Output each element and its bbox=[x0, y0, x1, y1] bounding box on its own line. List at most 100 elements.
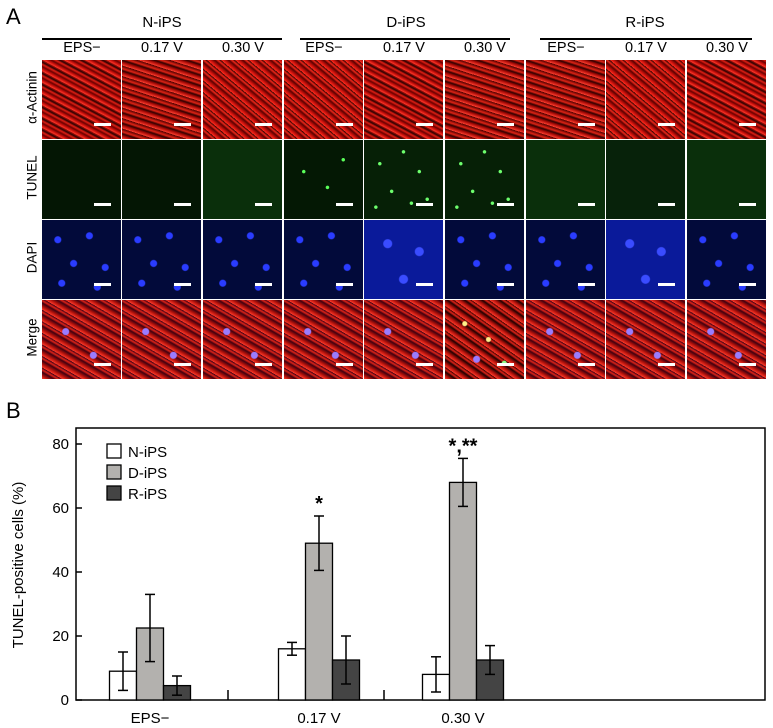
row-label-merge: Merge bbox=[24, 318, 40, 357]
micrograph-merge bbox=[122, 300, 201, 379]
significance-annotations: * *,** bbox=[315, 435, 478, 515]
micrograph-dapi bbox=[364, 220, 443, 299]
scale-bar bbox=[416, 203, 433, 206]
y-tick-label: 80 bbox=[52, 436, 69, 453]
scale-bar bbox=[94, 203, 111, 206]
scale-bar bbox=[497, 203, 514, 206]
y-tick-label: 20 bbox=[52, 628, 69, 645]
scale-bar bbox=[255, 283, 272, 286]
scale-bar bbox=[255, 123, 272, 126]
micrograph-merge bbox=[284, 300, 363, 379]
micrograph-dapi bbox=[687, 220, 766, 299]
bar-d-ips bbox=[448, 481, 478, 701]
group-line-r-ips bbox=[540, 38, 752, 40]
y-tick-label: 40 bbox=[52, 564, 69, 581]
micrograph-actinin bbox=[42, 60, 121, 139]
scale-bar bbox=[336, 363, 353, 366]
scale-bar bbox=[658, 203, 675, 206]
micrograph-dapi bbox=[284, 220, 363, 299]
scale-bar bbox=[174, 123, 191, 126]
row-label-actinin: α-Actinin bbox=[24, 71, 40, 124]
micrograph-actinin bbox=[526, 60, 605, 139]
legend-label: R-iPS bbox=[128, 486, 167, 503]
micrograph-actinin bbox=[122, 60, 201, 139]
bar-series bbox=[108, 481, 505, 701]
col-label: 0.17 V bbox=[383, 40, 425, 56]
scale-bar bbox=[578, 283, 595, 286]
scale-bar bbox=[94, 363, 111, 366]
scale-bar bbox=[336, 203, 353, 206]
scale-bar bbox=[578, 203, 595, 206]
x-axis-ticks: EPS− 0.17 V 0.30 V bbox=[131, 690, 485, 727]
panel-a-letter: A bbox=[6, 4, 21, 29]
scale-bar bbox=[497, 123, 514, 126]
col-label: 0.17 V bbox=[625, 40, 667, 56]
micrograph-actinin bbox=[445, 60, 524, 139]
micrograph-dapi bbox=[42, 220, 121, 299]
scale-bar bbox=[94, 123, 111, 126]
x-tick-label: 0.17 V bbox=[297, 710, 340, 727]
micrograph-merge bbox=[203, 300, 282, 379]
micrograph-dapi bbox=[526, 220, 605, 299]
micrograph-merge bbox=[606, 300, 685, 379]
scale-bar bbox=[739, 123, 756, 126]
scale-bar bbox=[658, 283, 675, 286]
scale-bar bbox=[497, 363, 514, 366]
legend-swatch bbox=[106, 464, 122, 480]
scale-bar bbox=[336, 123, 353, 126]
micrograph-dapi bbox=[122, 220, 201, 299]
micrograph-tunel bbox=[687, 140, 766, 219]
group-label-r-ips: R-iPS bbox=[625, 14, 665, 31]
micrograph-actinin bbox=[606, 60, 685, 139]
significance-mark: * bbox=[315, 493, 323, 515]
tunel-bar-chart: 0 20 40 60 80 EPS− 0.17 V 0.30 V * *,** N-iPS D-… bbox=[10, 427, 766, 727]
x-tick-label: EPS− bbox=[131, 710, 170, 727]
micrograph-tunel bbox=[526, 140, 605, 219]
scale-bar bbox=[578, 363, 595, 366]
micrograph-actinin bbox=[687, 60, 766, 139]
micrograph-actinin bbox=[364, 60, 443, 139]
col-label: 0.30 V bbox=[464, 40, 506, 56]
micrograph-actinin bbox=[203, 60, 282, 139]
col-label: EPS− bbox=[305, 40, 343, 56]
col-label: 0.30 V bbox=[706, 40, 748, 56]
micrograph-tunel bbox=[122, 140, 201, 219]
micrograph-dapi bbox=[445, 220, 524, 299]
legend-swatch bbox=[106, 443, 122, 459]
micrograph-tunel bbox=[203, 140, 282, 219]
micrograph-merge bbox=[526, 300, 605, 379]
scale-bar bbox=[416, 363, 433, 366]
scale-bar bbox=[255, 363, 272, 366]
panel-b-letter: B bbox=[6, 398, 21, 423]
y-tick-label: 60 bbox=[52, 500, 69, 517]
error-bars bbox=[118, 457, 495, 696]
y-axis-label: TUNEL-positive cells (%) bbox=[10, 482, 27, 649]
row-label-dapi: DAPI bbox=[24, 241, 40, 274]
scale-bar bbox=[578, 123, 595, 126]
group-label-d-ips: D-iPS bbox=[386, 14, 426, 31]
significance-mark: *,** bbox=[449, 435, 478, 457]
group-line-d-ips bbox=[300, 38, 510, 40]
col-label: 0.17 V bbox=[141, 40, 183, 56]
scale-bar bbox=[174, 203, 191, 206]
scale-bar bbox=[739, 363, 756, 366]
scale-bar bbox=[497, 283, 514, 286]
y-tick-label: 0 bbox=[61, 692, 69, 709]
legend-label: D-iPS bbox=[128, 465, 167, 482]
bar-n-ips bbox=[277, 648, 307, 701]
y-axis-ticks: 0 20 40 60 80 bbox=[52, 436, 82, 709]
micrograph-merge bbox=[687, 300, 766, 379]
scale-bar bbox=[416, 283, 433, 286]
scale-bar bbox=[174, 363, 191, 366]
micrograph-tunel bbox=[42, 140, 121, 219]
scale-bar bbox=[94, 283, 111, 286]
scale-bar bbox=[658, 363, 675, 366]
scale-bar bbox=[739, 283, 756, 286]
micrograph-merge bbox=[364, 300, 443, 379]
scale-bar bbox=[174, 283, 191, 286]
micrograph-dapi bbox=[606, 220, 685, 299]
row-label-tunel: TUNEL bbox=[24, 155, 40, 200]
micrograph-tunel bbox=[606, 140, 685, 219]
col-label: 0.30 V bbox=[222, 40, 264, 56]
group-label-n-ips: N-iPS bbox=[142, 14, 182, 31]
